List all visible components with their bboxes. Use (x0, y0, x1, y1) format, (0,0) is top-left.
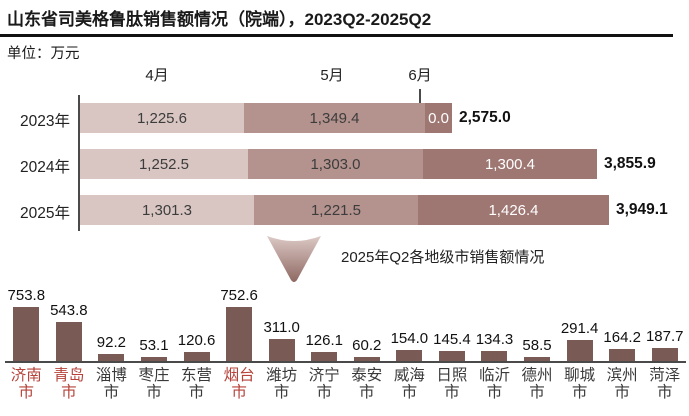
city-bar (55, 322, 82, 361)
city-bar-value: 134.3 (475, 331, 514, 348)
year-label: 2025年 (20, 205, 70, 222)
bar-segment-5月: 1,349.4 (244, 103, 425, 133)
city-bar (98, 354, 125, 361)
unit-label: 单位：万元 (7, 46, 80, 62)
city-bar-value: 58.5 (522, 337, 552, 354)
bar-segment-6月: 1,300.4 (423, 149, 597, 179)
bar-segment-4月: 1,301.3 (80, 195, 254, 225)
city-label: 德州市 (521, 367, 553, 402)
city-label: 泰安市 (351, 367, 383, 402)
city-bar-value: 187.7 (645, 328, 684, 345)
city-bar (226, 307, 253, 361)
city-bar-value: 92.2 (96, 334, 127, 351)
city-bar-slot: 187.7 (643, 285, 686, 361)
bar-segment-5月: 1,221.5 (254, 195, 418, 225)
city-bar-slot: 126.1 (303, 285, 346, 361)
city-label: 菏泽市 (649, 367, 681, 402)
city-bar-slot: 291.4 (558, 285, 601, 361)
bar-segment-6月: 1,426.4 (418, 195, 609, 225)
city-label: 淄博市 (95, 367, 127, 402)
city-bar-value: 291.4 (560, 320, 599, 337)
city-bar-value: 164.2 (603, 329, 641, 346)
city-bar-value: 154.0 (390, 330, 429, 347)
city-bar-slot: 58.5 (516, 285, 559, 361)
city-bar-chart: 753.8 543.8 92.2 53.1 120.6 752.6 311.0 126.1 60… (5, 285, 686, 401)
city-label: 济宁市 (308, 367, 340, 402)
city-bar (566, 340, 593, 361)
city-bar-value: 60.2 (352, 337, 382, 354)
month-header: 6月 (408, 67, 432, 84)
title-divider (0, 34, 673, 37)
city-label: 滨州市 (606, 367, 638, 402)
city-bar-value: 126.1 (305, 332, 343, 349)
city-bar-value: 311.0 (263, 319, 300, 336)
row-total-value: 3,949.1 (616, 201, 668, 218)
city-label: 青岛市 (53, 367, 85, 402)
june-tick-line (419, 89, 421, 103)
city-bar-value: 120.6 (177, 332, 216, 349)
city-bar-value: 145.4 (433, 331, 471, 348)
city-bar-value: 543.8 (50, 302, 88, 319)
stacked-bar-row: 1,301.3 1,221.5 1,426.4 3,949.1 (80, 195, 668, 225)
bar-segment-4月: 1,225.6 (80, 103, 244, 133)
city-bar (13, 307, 40, 361)
city-bar-value: 53.1 (139, 337, 169, 354)
city-bar-slot: 92.2 (90, 285, 133, 361)
city-bar-slot: 543.8 (48, 285, 91, 361)
bar-segment-5月: 1,303.0 (248, 149, 423, 179)
down-arrow-icon (267, 236, 321, 282)
city-bar (140, 357, 167, 361)
month-header: 4月 (145, 67, 169, 84)
city-bar (609, 349, 636, 361)
city-bar (524, 357, 551, 361)
row-total-value: 2,575.0 (459, 109, 511, 126)
stacked-bar-row: 1,252.5 1,303.0 1,300.4 3,855.9 (80, 149, 668, 179)
bar-segment-4月: 1,252.5 (80, 149, 248, 179)
city-bar-slot: 311.0 (260, 285, 303, 361)
row-total-value: 3,855.9 (604, 155, 656, 172)
city-bar (183, 352, 210, 361)
city-bar-slot: 753.8 (5, 285, 48, 361)
city-label: 日照市 (436, 367, 468, 402)
city-bar (481, 351, 508, 361)
page-title: 山东省司美格鲁肽销售额情况（院端），2023Q2-2025Q2 (7, 10, 432, 29)
city-label: 聊城市 (564, 367, 596, 402)
city-bar-slot: 60.2 (346, 285, 389, 361)
city-bars-area: 753.8 543.8 92.2 53.1 120.6 752.6 311.0 126.1 60… (5, 285, 686, 363)
city-bar-slot: 134.3 (473, 285, 516, 361)
city-bar-slot: 145.4 (431, 285, 474, 361)
city-chart-caption: 2025年Q2各地级市销售额情况 (341, 249, 545, 266)
year-label: 2024年 (20, 159, 70, 176)
city-bar (353, 357, 380, 361)
city-label: 枣庄市 (138, 367, 170, 402)
city-bar (268, 339, 295, 361)
city-bar-slot: 120.6 (175, 285, 218, 361)
quarterly-stacked-bar-chart: 4月 5月 6月 2023年 2024年 2025年 1,225.6 1,349.4 0.0… (0, 62, 689, 234)
city-label: 烟台市 (223, 367, 255, 402)
month-header: 5月 (320, 67, 344, 84)
city-bar-slot: 53.1 (133, 285, 176, 361)
city-bar-slot: 752.6 (218, 285, 261, 361)
city-label: 济南市 (10, 367, 42, 402)
city-bar-slot: 164.2 (601, 285, 644, 361)
city-bar-slot: 154.0 (388, 285, 431, 361)
city-bar (396, 350, 423, 361)
stacked-bars-area: 1,225.6 1,349.4 0.0 2,575.0 1,252.5 1,303.0 1,… (78, 95, 668, 231)
city-label-row: 济南市青岛市淄博市枣庄市东营市烟台市潍坊市济宁市泰安市威海市日照市临沂市德州市聊… (5, 363, 686, 401)
city-bar-value: 752.6 (220, 287, 258, 304)
city-bar-value: 753.8 (7, 287, 46, 304)
year-label: 2023年 (20, 113, 70, 130)
bar-segment-6月: 0.0 (425, 103, 452, 133)
city-label: 东营市 (181, 367, 213, 402)
city-label: 潍坊市 (266, 367, 298, 402)
city-label: 威海市 (393, 367, 425, 402)
city-bar (651, 348, 678, 361)
stacked-bar-row: 1,225.6 1,349.4 0.0 2,575.0 (80, 103, 668, 133)
city-bar (438, 351, 465, 361)
city-label: 临沂市 (478, 367, 510, 402)
annotation-row: 2025年Q2各地级市销售额情况 (0, 234, 689, 285)
city-bar (311, 352, 338, 361)
